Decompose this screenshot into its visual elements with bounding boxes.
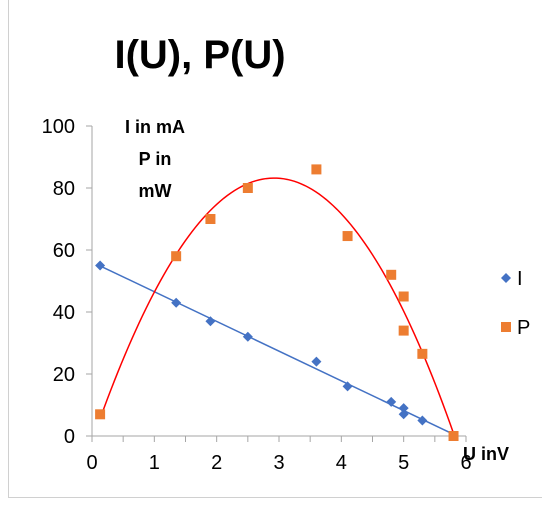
trendline-I — [99, 265, 454, 435]
data-point-P — [311, 164, 322, 175]
tick-labels: 0 20 40 60 80 100 0 1 2 3 4 5 6 — [42, 116, 472, 474]
data-point-P — [205, 214, 216, 224]
y-axis-label-line: I in mA — [125, 117, 185, 137]
x-axis-label: U inV — [463, 444, 509, 464]
data-point-P — [95, 409, 106, 420]
data-point-I — [171, 297, 182, 308]
x-tick-label: 2 — [211, 452, 222, 474]
legend-marker-I — [501, 273, 511, 283]
x-tick-label: 1 — [149, 452, 160, 474]
data-point-P — [242, 183, 253, 193]
chart-title: I(U), P(U) — [114, 33, 285, 77]
data-point-I — [417, 415, 428, 426]
data-point-I — [398, 409, 409, 420]
trendlines — [99, 177, 455, 435]
x-tick-label: 0 — [86, 452, 97, 474]
data-point-I — [386, 396, 397, 407]
y-tick-label: 100 — [42, 116, 75, 138]
data-point-P — [448, 431, 459, 441]
y-tick-label: 20 — [53, 364, 75, 386]
y-axis-label-line: P in — [139, 149, 172, 169]
y-axis-label: I in mA P in mW — [125, 117, 185, 201]
data-points — [95, 164, 459, 441]
y-tick-label: 80 — [53, 178, 75, 200]
legend: IP — [501, 268, 530, 339]
y-axis-label-line: mW — [139, 181, 172, 201]
y-tick-label: 60 — [53, 240, 75, 262]
data-point-I — [398, 403, 409, 414]
x-tick-label: 6 — [460, 452, 471, 474]
data-point-P — [398, 291, 409, 302]
data-point-P — [398, 325, 409, 336]
data-point-I — [242, 331, 253, 342]
data-point-I — [95, 260, 106, 271]
data-point-P — [386, 269, 397, 280]
chart-area: I(U), P(U) 0 20 40 60 80 100 0 1 2 3 4 5 6 I in mA P … — [8, 0, 542, 498]
axes — [86, 125, 467, 442]
legend-label-P: P — [517, 317, 530, 339]
y-tick-label: 40 — [53, 302, 75, 324]
legend-label-I: I — [517, 268, 523, 290]
chart-canvas: I(U), P(U) 0 20 40 60 80 100 0 1 2 3 4 5 6 I in mA P … — [42, 33, 531, 474]
data-point-I — [205, 316, 216, 327]
data-point-P — [342, 231, 353, 242]
x-tick-label: 3 — [273, 452, 284, 474]
data-point-I — [342, 381, 353, 392]
data-point-P — [171, 251, 182, 262]
trendline-P — [99, 177, 455, 434]
y-tick-label: 0 — [64, 426, 75, 448]
data-point-P — [417, 348, 428, 359]
legend-marker-P — [501, 322, 511, 332]
x-tick-label: 4 — [336, 452, 347, 474]
x-tick-label: 5 — [398, 452, 409, 474]
data-point-I — [311, 356, 322, 367]
